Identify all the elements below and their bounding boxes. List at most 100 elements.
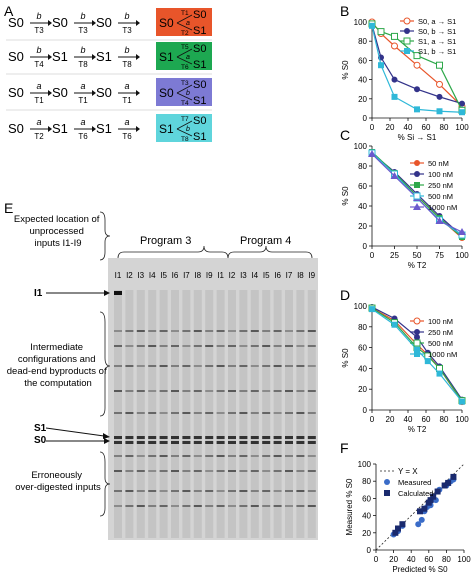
data-point [459, 100, 465, 107]
gel-band [148, 365, 157, 367]
x-tick-label: 0 [370, 123, 375, 132]
panel-letter-b: B [340, 3, 349, 19]
state-label: S0 [96, 85, 112, 100]
y-tick-label: 80 [358, 37, 367, 46]
state-label: S1 [96, 121, 112, 136]
gel-band [307, 470, 316, 472]
panel-letter-f: F [340, 440, 349, 456]
gel-band [171, 441, 179, 444]
gel-band [125, 390, 134, 392]
gel-band [114, 455, 122, 457]
gel-band [159, 455, 168, 457]
gel-band [250, 470, 259, 472]
x-tick-label: 60 [422, 415, 431, 424]
gel-band [148, 390, 157, 392]
transition-time: T3 [34, 26, 44, 35]
y-axis-label: % S0 [341, 186, 350, 206]
state-label: S0 [96, 15, 112, 30]
gel-band [171, 365, 179, 367]
lane-label: I5 [263, 271, 270, 280]
gel-band [239, 455, 248, 457]
data-point [414, 351, 420, 357]
transition-time: T1 [78, 96, 88, 105]
series-line [371, 307, 463, 401]
x-axis-label: % T2 [408, 261, 427, 270]
x-tick-label: 20 [386, 123, 395, 132]
gel-lane [250, 290, 259, 538]
gel-band [171, 345, 179, 347]
marker-i1: I1 [34, 288, 43, 299]
transition-symbol: b [124, 45, 129, 55]
x-axis-label: % T2 [408, 425, 427, 434]
arrow-s1 [45, 427, 105, 437]
gel-band [307, 365, 316, 367]
state-label: S0 [8, 15, 24, 30]
gel-band [296, 390, 305, 392]
data-point [424, 358, 431, 365]
legend-label: 100 nM [428, 170, 453, 179]
branch-time-top: T3 [181, 80, 189, 87]
gel-band [307, 505, 316, 507]
data-point [436, 108, 443, 115]
branch-line [176, 48, 193, 58]
chart-b: 0 20 40 60 80 100 0 20 40 60 80 100 % Si → S1 % S0 S0,… [341, 17, 469, 142]
gel-band [285, 455, 293, 457]
panel-letter-a: A [4, 3, 14, 19]
gel-band [193, 470, 202, 472]
data-point [384, 490, 390, 496]
output-state-bottom: S1 [193, 59, 206, 71]
gel-band [205, 365, 214, 367]
gel-band [228, 441, 236, 444]
gel-band [239, 470, 248, 472]
gel-band [239, 490, 248, 492]
output-state-top: S0 [193, 9, 206, 21]
final-state-box [156, 78, 212, 106]
output-state-top: S0 [193, 79, 206, 91]
gel-band [193, 455, 202, 457]
gel-band [136, 365, 145, 367]
series-line [371, 25, 463, 113]
gel-band [216, 490, 225, 492]
gel-band [273, 412, 282, 414]
data-point [391, 93, 398, 100]
gel-band [285, 412, 293, 414]
gel-band [193, 390, 202, 392]
data-point [395, 525, 401, 532]
gel-band [262, 441, 271, 444]
gel-band [262, 390, 271, 392]
output-state-bottom: S1 [193, 25, 206, 37]
gel-band [114, 345, 122, 347]
branch-line [176, 92, 193, 101]
gel-band [228, 490, 236, 492]
legend-label: 500 nM [428, 339, 453, 348]
final-state-label: S1 [159, 50, 174, 64]
y-tick-label: 0 [367, 546, 372, 555]
gel-band [159, 345, 168, 347]
lane-label: I9 [308, 271, 315, 280]
data-point [377, 28, 385, 36]
gel-band [216, 441, 225, 444]
transition-time: T2 [34, 132, 44, 141]
chart-f: 0 20 40 60 80 100 0 20 40 60 80 100 Predicted % S0 Me… [345, 460, 471, 574]
data-point [414, 160, 420, 166]
gel-band [216, 345, 225, 347]
branch-line [176, 128, 193, 137]
gel-band [285, 345, 293, 347]
gel-band [228, 455, 236, 457]
transition-arrowhead [92, 126, 96, 132]
data-point [421, 505, 428, 512]
gel-band [228, 365, 236, 367]
y-tick-label: 20 [358, 95, 367, 104]
x-tick-label: 20 [386, 415, 395, 424]
gel-band [273, 345, 282, 347]
panel-letter-c: C [340, 127, 350, 143]
data-point [403, 37, 411, 45]
gel-band [148, 490, 157, 492]
transition-time: T1 [34, 96, 44, 105]
gel-band [262, 436, 271, 439]
data-point [392, 529, 399, 536]
panel-letter-d: D [340, 287, 350, 303]
gel-band [136, 412, 145, 414]
data-point [414, 329, 420, 335]
data-point [414, 334, 420, 341]
